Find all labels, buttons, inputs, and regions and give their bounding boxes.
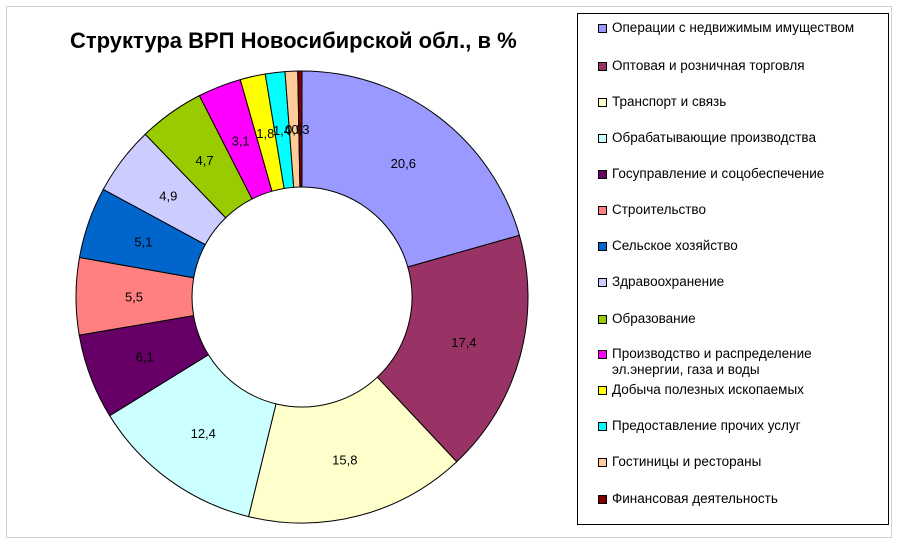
legend-item: Сельское хозяйство (598, 238, 883, 254)
slice-value-label: 6,1 (136, 349, 154, 364)
legend-label: Обрабатывающие производства (612, 130, 816, 145)
slice-value-label: 12,4 (191, 426, 216, 441)
legend-swatch (598, 495, 607, 504)
legend-swatch (598, 350, 607, 359)
chart-title: Структура ВРП Новосибирской обл., в % (70, 28, 517, 53)
donut-slice-14 (297, 70, 303, 188)
slice-value-label: 1,8 (256, 126, 274, 141)
legend-swatch (598, 24, 607, 33)
legend-swatch (598, 134, 607, 143)
slice-value-label: 5,5 (125, 289, 143, 304)
legend-item: Здравоохранение (598, 274, 883, 290)
legend-item: Гостиницы и рестораны (598, 454, 883, 470)
legend-item: Операции с недвижимым имуществом (598, 20, 883, 36)
slice-value-label: 0,9 (285, 122, 303, 137)
legend-item: Добыча полезных ископаемых (598, 382, 883, 398)
legend-label: Сельское хозяйство (612, 238, 738, 253)
legend-swatch (598, 62, 607, 71)
chart-legend: Операции с недвижимым имуществом Оптовая … (577, 13, 889, 525)
legend-item: Образование (598, 311, 883, 327)
chart-frame (6, 6, 892, 538)
legend-label: Производство и распределение эл.энергии,… (612, 346, 812, 377)
legend-label: Финансовая деятельность (612, 491, 778, 506)
legend-label: Госуправление и соцобеспечение (612, 166, 825, 181)
slice-value-label: 4,9 (159, 188, 177, 203)
legend-label: Предоставление прочих услуг (612, 418, 801, 433)
slice-value-label: 5,1 (134, 235, 152, 250)
legend-swatch (598, 242, 607, 251)
legend-swatch (598, 206, 607, 215)
slice-value-label: 1,4 (273, 123, 291, 138)
slice-value-label: 3,1 (232, 134, 250, 149)
slice-value-label: 4,7 (195, 153, 213, 168)
donut-slice-2 (376, 234, 529, 463)
donut-slice-1 (301, 70, 521, 268)
legend-label: Добыча полезных ископаемых (612, 382, 804, 397)
legend-swatch (598, 315, 607, 324)
slice-value-label: 0,3 (291, 122, 309, 137)
slice-value-label: 20,6 (391, 156, 416, 171)
legend-label: Образование (612, 311, 696, 326)
legend-item: Транспорт и связь (598, 94, 883, 110)
legend-swatch (598, 98, 607, 107)
legend-label: Гостиницы и рестораны (612, 454, 762, 469)
legend-swatch (598, 458, 607, 467)
legend-item: Обрабатывающие производства (598, 130, 883, 146)
legend-label: Оптовая и розничная торговля (612, 58, 805, 73)
donut-slice-3 (247, 376, 458, 524)
legend-item: Госуправление и соцобеспечение (598, 166, 883, 182)
legend-label: Здравоохранение (612, 274, 725, 289)
donut-slice-4 (108, 354, 277, 518)
slice-value-label: 15,8 (332, 452, 357, 467)
legend-swatch (598, 422, 607, 431)
legend-label: Операции с недвижимым имуществом (612, 20, 855, 35)
legend-label: Транспорт и связь (612, 94, 727, 109)
legend-item: Предоставление прочих услуг (598, 418, 883, 434)
legend-item: Производство и распределение эл.энергии,… (598, 346, 883, 378)
slice-value-label: 17,4 (451, 335, 476, 350)
legend-label: Строительство (612, 202, 706, 217)
legend-item: Финансовая деятельность (598, 491, 883, 507)
legend-swatch (598, 170, 607, 179)
legend-item: Строительство (598, 202, 883, 218)
legend-swatch (598, 278, 607, 287)
legend-item: Оптовая и розничная торговля (598, 58, 883, 74)
legend-swatch (598, 386, 607, 395)
